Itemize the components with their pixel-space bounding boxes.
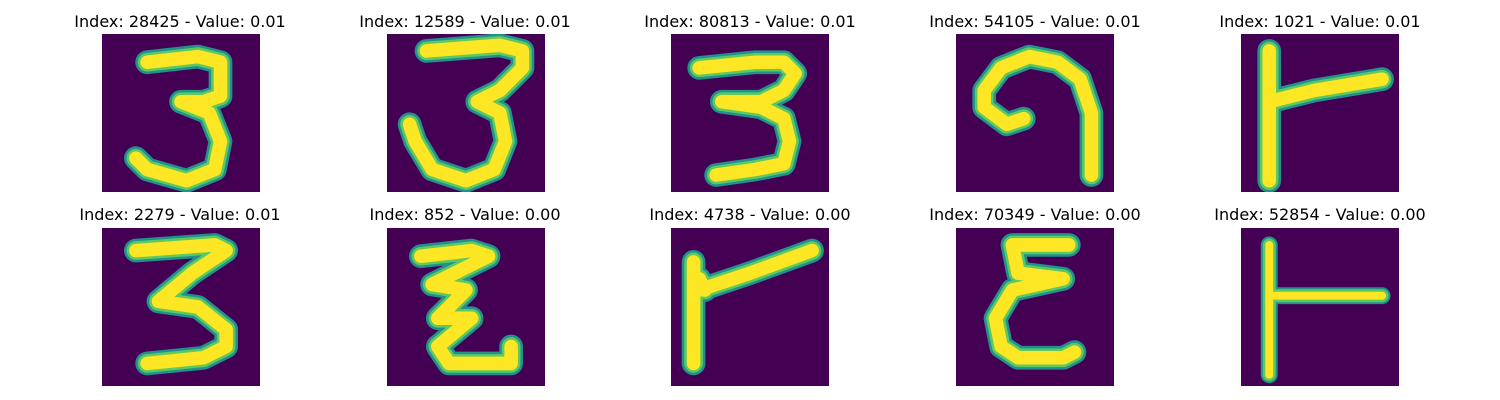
digit-image-9 xyxy=(956,228,1114,386)
panel-title-9: Index: 70349 - Value: 0.00 xyxy=(929,205,1141,224)
panel-title-10: Index: 52854 - Value: 0.00 xyxy=(1214,205,1426,224)
digit-image-6 xyxy=(102,228,260,386)
digit-image-10 xyxy=(1241,228,1399,386)
panel-title-5: Index: 1021 - Value: 0.01 xyxy=(1219,12,1421,31)
digit-image-3 xyxy=(671,34,829,192)
panel-title-2: Index: 12589 - Value: 0.01 xyxy=(359,12,571,31)
digit-image-8 xyxy=(671,228,829,386)
digit-image-7 xyxy=(387,228,545,386)
panel-title-1: Index: 28425 - Value: 0.01 xyxy=(74,12,286,31)
digit-image-5 xyxy=(1241,34,1399,192)
digit-image-1 xyxy=(102,34,260,192)
panel-title-4: Index: 54105 - Value: 0.01 xyxy=(929,12,1141,31)
panel-title-8: Index: 4738 - Value: 0.00 xyxy=(649,205,851,224)
digit-image-2 xyxy=(387,34,545,192)
panel-title-7: Index: 852 - Value: 0.00 xyxy=(369,205,561,224)
digit-image-4 xyxy=(956,34,1114,192)
panel-title-3: Index: 80813 - Value: 0.01 xyxy=(644,12,856,31)
panel-title-6: Index: 2279 - Value: 0.01 xyxy=(79,205,281,224)
